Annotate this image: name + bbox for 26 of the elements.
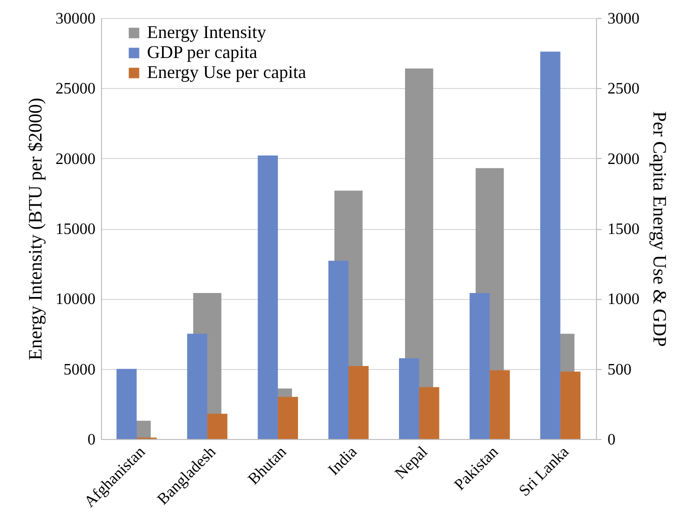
y2-tick-label: 500 [608, 361, 632, 378]
y-axis-title: Energy Intensity (BTU per $2000) [26, 98, 46, 360]
y-tick-label: 5000 [64, 361, 96, 378]
bar [540, 52, 560, 439]
y2-tick-label: 1000 [608, 291, 640, 308]
y2-tick-label: 0 [608, 432, 616, 448]
legend-label: Energy Use per capita [147, 62, 306, 82]
y2-tick-label: 2000 [608, 150, 640, 168]
bar [398, 358, 420, 439]
y2-tick-label: 1500 [608, 221, 640, 238]
y-tick-label: 30000 [56, 10, 96, 28]
y-tick-label: 0 [88, 432, 96, 448]
y2-tick-label: 3000 [608, 10, 640, 28]
bar [490, 370, 510, 439]
bar [419, 387, 440, 439]
legend-label: Energy Intensity [147, 22, 266, 42]
y-tick-label: 10000 [56, 291, 96, 308]
x-tick-label: India [325, 444, 361, 479]
y-tick-label: 20000 [56, 150, 96, 168]
y-tick-label: 25000 [56, 80, 96, 98]
legend-label: GDP per capita [147, 42, 258, 62]
bar [116, 368, 137, 439]
y-tick-label: 15000 [56, 221, 96, 238]
bar [207, 414, 228, 439]
y2-axis-title: Per Capita Energy Use & GDP [648, 111, 670, 347]
y2-tick-label: 2500 [608, 80, 640, 98]
